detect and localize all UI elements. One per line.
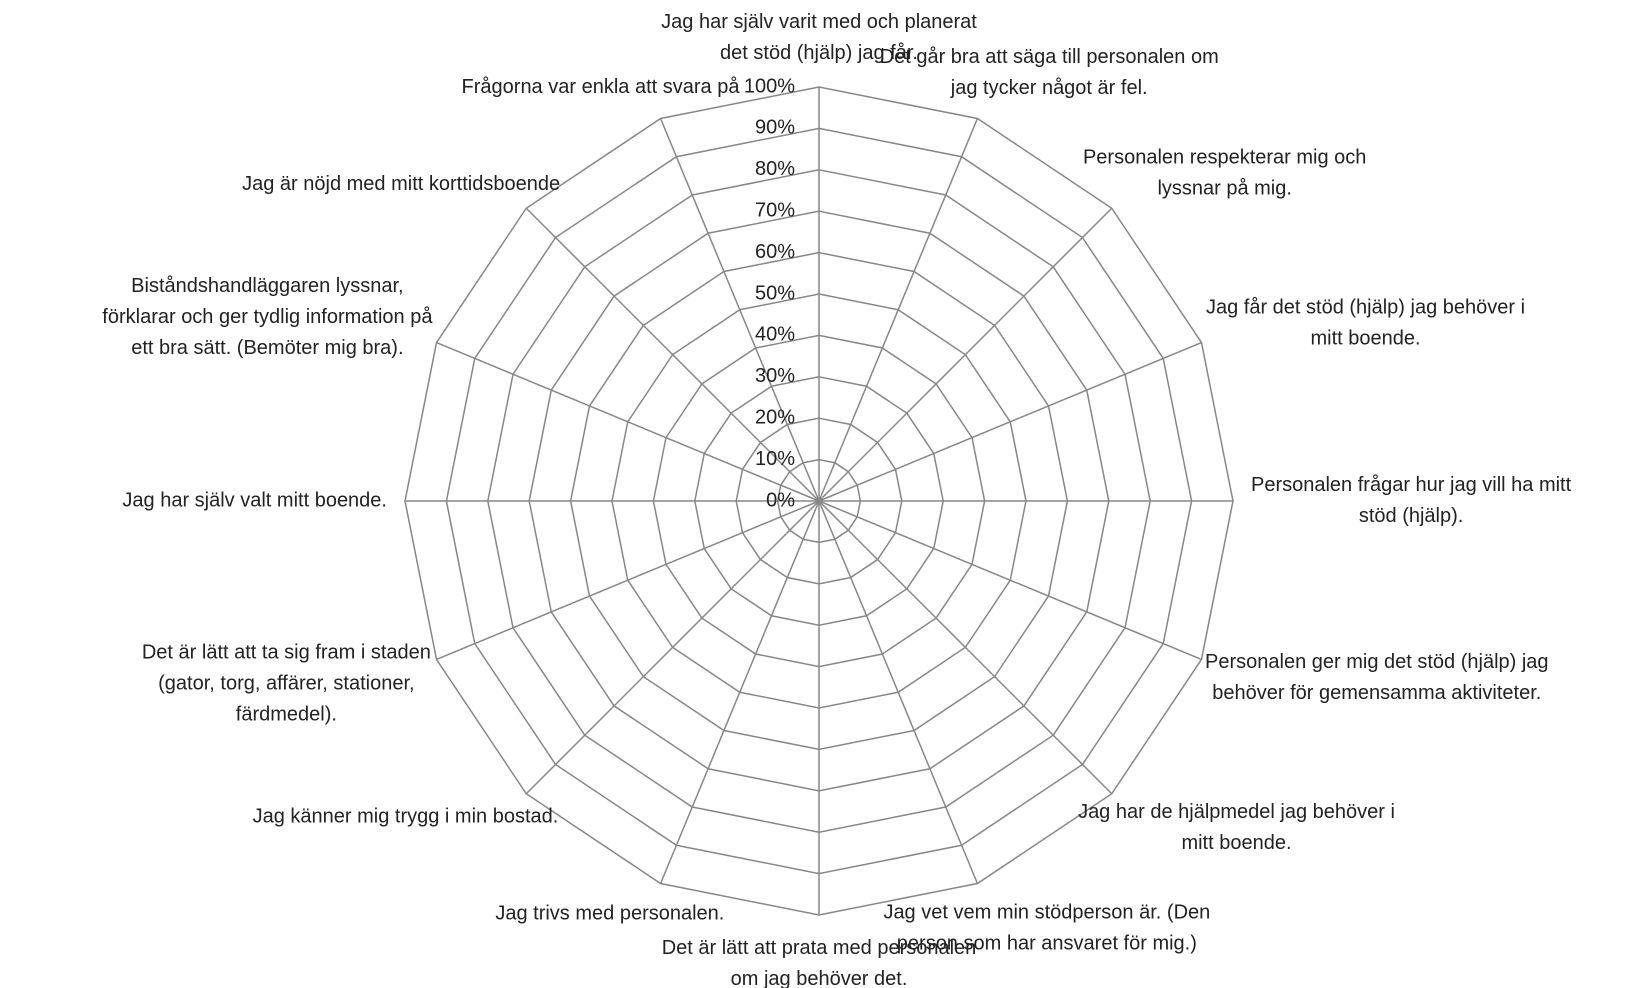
category-label-line: Personalen ger mig det stöd (hjälp) jag — [1205, 651, 1549, 673]
category-label-line: person som har ansvaret för mig.) — [897, 933, 1197, 955]
category-label: Personalen ger mig det stöd (hjälp) jag b… — [1205, 651, 1549, 704]
category-label-line: mitt boende. — [1181, 832, 1291, 854]
tick-label: 40% — [755, 324, 795, 346]
category-label-line: Biståndshandläggaren lyssnar, — [131, 275, 403, 297]
category-label-line: stöd (hjälp). — [1359, 505, 1464, 527]
category-label-line: jag tycker något är fel. — [950, 77, 1148, 99]
category-label: Frågorna var enkla att svara på — [462, 76, 741, 98]
category-label: Det är lätt att ta sig fram i staden (gat… — [142, 641, 431, 725]
category-label-line: om jag behöver det. — [731, 968, 908, 988]
category-label-line: Jag har de hjälpmedel jag behöver i — [1078, 801, 1395, 823]
category-label-line: det stöd (hjälp) jag får. — [720, 42, 918, 64]
category-label: Det går bra att säga till personalen om j… — [880, 46, 1219, 99]
category-label-line: Personalen respekterar mig och — [1083, 146, 1366, 168]
grid-ring — [445, 127, 1193, 875]
grid-ring — [569, 251, 1069, 751]
grid-ring — [404, 86, 1234, 916]
category-label: Jag har de hjälpmedel jag behöver i mitt … — [1078, 801, 1395, 854]
category-label-line: Jag har själv valt mitt boende. — [122, 489, 387, 511]
category-label-line: Personalen frågar hur jag vill ha mitt — [1251, 474, 1572, 496]
category-label-line: lyssnar på mig. — [1157, 177, 1292, 199]
category-label: Jag är nöjd med mitt korttidsboende — [242, 173, 560, 195]
category-label-line: Jag är nöjd med mitt korttidsboende — [242, 173, 560, 195]
category-label-line: Jag känner mig trygg i min bostad. — [253, 806, 559, 828]
grid-ring — [611, 293, 1027, 709]
category-label-line: Jag har själv varit med och planerat — [661, 11, 977, 33]
tick-label: 90% — [755, 117, 795, 139]
category-label: Jag vet vem min stödperson är. (Den perso… — [883, 902, 1210, 955]
category-label-line: Det är lätt att prata med personalen — [662, 937, 977, 959]
tick-label: 20% — [755, 406, 795, 428]
tick-label: 60% — [755, 241, 795, 263]
category-label: Jag känner mig trygg i min bostad. — [253, 806, 559, 828]
category-label-line: förklarar och ger tydlig information på — [102, 306, 433, 328]
grid-ring — [776, 458, 862, 544]
category-label-line: Jag trivs med personalen. — [495, 903, 724, 925]
category-label-line: behöver för gemensamma aktiviteter. — [1212, 682, 1541, 704]
category-label-line: Det är lätt att ta sig fram i staden — [142, 641, 431, 663]
category-label: Jag har själv varit med och planerat det … — [661, 11, 977, 64]
tick-label: 10% — [755, 448, 795, 470]
category-label: Jag trivs med personalen. — [495, 903, 724, 925]
category-label-line: Det går bra att säga till personalen om — [880, 46, 1219, 68]
tick-label: 50% — [755, 282, 795, 304]
category-label-line: (gator, torg, affärer, stationer, — [158, 672, 414, 694]
category-label: Personalen frågar hur jag vill ha mitt st… — [1251, 474, 1572, 527]
grid-ring — [694, 376, 944, 626]
tick-label: 70% — [755, 199, 795, 221]
category-label-line: Frågorna var enkla att svara på — [462, 76, 741, 98]
category-label: Biståndshandläggaren lyssnar, förklarar o… — [102, 275, 433, 359]
grid-ring — [652, 334, 986, 668]
category-label-line: färdmedel). — [236, 703, 337, 725]
category-label-line: Jag vet vem min stödperson är. (Den — [883, 902, 1210, 924]
category-label-line: Jag får det stöd (hjälp) jag behöver i — [1206, 297, 1525, 319]
category-label: Det är lätt att prata med personalen om j… — [662, 937, 977, 988]
category-label-line: ett bra sätt. (Bemöter mig bra). — [131, 337, 403, 359]
grid-ring — [735, 417, 903, 585]
tick-label: 100% — [744, 75, 795, 97]
grid-ring — [528, 210, 1110, 792]
category-label: Personalen respekterar mig och lyssnar på… — [1083, 146, 1366, 199]
category-label-line: mitt boende. — [1310, 328, 1420, 350]
category-label: Jag har själv valt mitt boende. — [122, 489, 387, 511]
grid-ring — [487, 169, 1151, 833]
category-label: Jag får det stöd (hjälp) jag behöver i mi… — [1206, 297, 1525, 350]
tick-label: 0% — [766, 489, 795, 511]
tick-label: 30% — [755, 365, 795, 387]
tick-label: 80% — [755, 158, 795, 180]
